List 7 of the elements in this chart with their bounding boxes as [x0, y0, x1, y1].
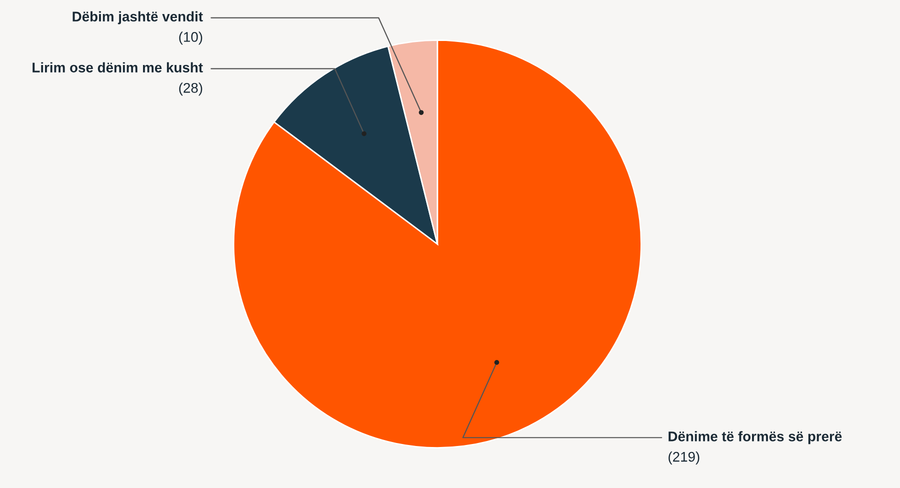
slice-label: Lirim ose dënim me kusht — [32, 62, 203, 72]
data-label: (28) — [179, 82, 202, 96]
slice-label: Dëbim jashtë vendit — [72, 11, 203, 24]
data-label: (10) — [179, 32, 202, 45]
pie-slice — [232, 39, 642, 448]
data-label: (219) — [668, 452, 700, 464]
slice-label: Dënime të formës së prerë — [668, 431, 842, 444]
